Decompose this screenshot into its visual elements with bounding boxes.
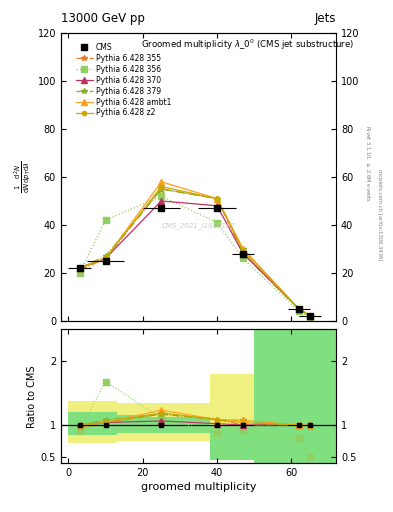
Pythia 6.428 356 — [77, 270, 82, 276]
Pythia 6.428 355 — [308, 313, 312, 319]
Text: Rivet 3.1.10, $\geq$ 2.6M events: Rivet 3.1.10, $\geq$ 2.6M events — [364, 125, 371, 202]
Pythia 6.428 ambt1 — [103, 255, 108, 262]
Pythia 6.428 356 — [215, 220, 219, 226]
Pythia 6.428 z2 — [296, 306, 301, 312]
Pythia 6.428 ambt1 — [215, 196, 219, 202]
Line: Pythia 6.428 370: Pythia 6.428 370 — [76, 198, 314, 319]
Pythia 6.428 355 — [103, 255, 108, 262]
Line: Pythia 6.428 356: Pythia 6.428 356 — [76, 193, 314, 322]
Text: 13000 GeV pp: 13000 GeV pp — [61, 12, 145, 25]
Pythia 6.428 ambt1 — [296, 306, 301, 312]
Pythia 6.428 356 — [159, 193, 163, 199]
Pythia 6.428 355 — [241, 250, 246, 257]
Line: Pythia 6.428 z2: Pythia 6.428 z2 — [75, 182, 315, 321]
Pythia 6.428 356 — [308, 315, 312, 322]
Text: Jets: Jets — [314, 12, 336, 25]
Pythia 6.428 379 — [215, 196, 219, 202]
Pythia 6.428 379 — [241, 246, 246, 252]
Pythia 6.428 370 — [77, 265, 82, 271]
Pythia 6.428 z2 — [77, 265, 82, 271]
Pythia 6.428 370 — [241, 250, 246, 257]
Pythia 6.428 356 — [296, 308, 301, 314]
Pythia 6.428 ambt1 — [159, 179, 163, 185]
Pythia 6.428 370 — [296, 306, 301, 312]
Y-axis label: Ratio to CMS: Ratio to CMS — [26, 365, 37, 428]
Pythia 6.428 ambt1 — [77, 265, 82, 271]
Pythia 6.428 ambt1 — [308, 313, 312, 319]
Pythia 6.428 355 — [77, 267, 82, 273]
Pythia 6.428 370 — [215, 203, 219, 209]
Pythia 6.428 356 — [241, 255, 246, 262]
Pythia 6.428 355 — [296, 306, 301, 312]
Y-axis label: $\frac{1}{\mathrm{d}N}\frac{\mathrm{d}^2N}{\mathrm{d}p_\mathrm{T}\mathrm{d}\lamb: $\frac{1}{\mathrm{d}N}\frac{\mathrm{d}^2… — [13, 161, 33, 194]
Pythia 6.428 370 — [103, 255, 108, 262]
Pythia 6.428 z2 — [159, 183, 163, 189]
Pythia 6.428 379 — [308, 313, 312, 319]
Pythia 6.428 z2 — [308, 313, 312, 319]
X-axis label: groomed multiplicity: groomed multiplicity — [141, 482, 256, 493]
Line: Pythia 6.428 355: Pythia 6.428 355 — [76, 185, 314, 319]
Pythia 6.428 379 — [77, 265, 82, 271]
Pythia 6.428 z2 — [103, 255, 108, 262]
Legend: CMS, Pythia 6.428 355, Pythia 6.428 356, Pythia 6.428 370, Pythia 6.428 379, Pyt: CMS, Pythia 6.428 355, Pythia 6.428 356,… — [73, 40, 174, 120]
Pythia 6.428 379 — [296, 306, 301, 312]
Pythia 6.428 z2 — [241, 248, 246, 254]
Text: CMS_2021_I1920187: CMS_2021_I1920187 — [162, 223, 235, 229]
Line: Pythia 6.428 ambt1: Pythia 6.428 ambt1 — [76, 178, 314, 319]
Pythia 6.428 370 — [159, 198, 163, 204]
Line: Pythia 6.428 379: Pythia 6.428 379 — [76, 185, 314, 319]
Pythia 6.428 ambt1 — [241, 246, 246, 252]
Pythia 6.428 379 — [159, 186, 163, 192]
Pythia 6.428 356 — [103, 217, 108, 223]
Text: mcplots.cern.ch [arXiv:1306.3436]: mcplots.cern.ch [arXiv:1306.3436] — [377, 169, 382, 261]
Text: Groomed multiplicity $\lambda\_0^0$ (CMS jet substructure): Groomed multiplicity $\lambda\_0^0$ (CMS… — [141, 37, 354, 52]
Pythia 6.428 z2 — [215, 196, 219, 202]
Pythia 6.428 379 — [103, 253, 108, 259]
Pythia 6.428 355 — [215, 196, 219, 202]
Pythia 6.428 355 — [159, 186, 163, 192]
Pythia 6.428 370 — [308, 313, 312, 319]
